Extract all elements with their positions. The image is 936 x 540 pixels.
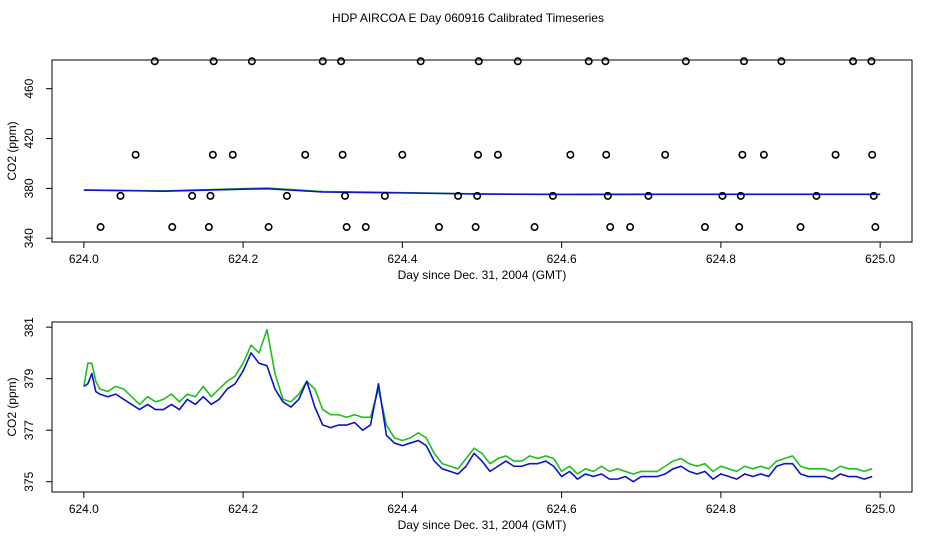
x-tick-label: 624.8 (706, 502, 736, 516)
y-tick-label: 340 (22, 228, 36, 248)
data-point (228, 150, 237, 159)
plot-area (83, 328, 873, 483)
data-point (812, 191, 821, 200)
data-point (871, 223, 880, 232)
data-point (247, 57, 256, 66)
x-tick-label: 624.4 (387, 252, 417, 266)
data-point (867, 57, 876, 66)
x-tick-label: 624.8 (706, 252, 736, 266)
data-point (606, 223, 615, 232)
y-tick-label: 379 (22, 368, 36, 388)
data-point (602, 150, 611, 159)
data-point (342, 223, 351, 232)
data-point (869, 191, 878, 200)
plot-frame (51, 59, 913, 243)
x-tick-label: 624.6 (547, 252, 577, 266)
data-point (644, 191, 653, 200)
series-line-green (83, 328, 873, 475)
y-axis-title: CO2 (ppm) (5, 377, 19, 436)
x-tick-label: 624.2 (228, 252, 258, 266)
data-point (735, 223, 744, 232)
x-tick-label: 624.0 (69, 252, 99, 266)
data-point (831, 150, 840, 159)
data-point (131, 150, 140, 159)
data-point (739, 57, 748, 66)
data-point (318, 57, 327, 66)
data-point (473, 191, 482, 200)
y-axis-title: CO2 (ppm) (5, 121, 19, 180)
data-point (566, 150, 575, 159)
x-axis-title: Day since Dec. 31, 2004 (GMT) (398, 268, 567, 282)
data-point (337, 57, 346, 66)
data-point (264, 223, 273, 232)
bottom-panel: 624.0 624.2 624.4 624.6 624.8 625.0 375 377 379 3… (5, 317, 913, 532)
y-tick-label: 377 (22, 420, 36, 440)
plot-frame (51, 321, 913, 493)
data-point (341, 191, 350, 200)
data-point (301, 150, 310, 159)
data-point (759, 150, 768, 159)
x-axis-title: Day since Dec. 31, 2004 (GMT) (398, 518, 567, 532)
top-panel: 624.0 624.2 624.4 624.6 624.8 625.0 340 380 420 4… (5, 57, 913, 282)
data-point (474, 57, 483, 66)
data-point (204, 223, 213, 232)
data-point (361, 223, 370, 232)
data-point (206, 191, 215, 200)
data-point (416, 57, 425, 66)
data-point (868, 150, 877, 159)
data-point (661, 150, 670, 159)
x-tick-label: 624.6 (547, 502, 577, 516)
data-point (777, 57, 786, 66)
data-point (188, 191, 197, 200)
x-tick-label: 625.0 (865, 502, 895, 516)
data-point (700, 223, 709, 232)
data-point (530, 223, 539, 232)
data-point (168, 223, 177, 232)
data-point (548, 191, 557, 200)
y-tick-label: 380 (22, 178, 36, 198)
series-line-blue (83, 187, 881, 196)
data-point (493, 150, 502, 159)
data-point (736, 191, 745, 200)
data-point (338, 150, 347, 159)
data-point (454, 191, 463, 200)
plot-area (83, 187, 881, 196)
data-point (471, 223, 480, 232)
data-point (796, 223, 805, 232)
data-point (681, 57, 690, 66)
data-point (116, 191, 125, 200)
data-point (282, 191, 291, 200)
x-tick-label: 624.2 (228, 502, 258, 516)
data-point (398, 150, 407, 159)
data-point (208, 150, 217, 159)
x-tick-label: 625.0 (865, 252, 895, 266)
data-point (718, 191, 727, 200)
data-point (209, 57, 218, 66)
data-point (380, 191, 389, 200)
data-point (626, 223, 635, 232)
data-point (150, 57, 159, 66)
data-point (601, 57, 610, 66)
data-point (434, 223, 443, 232)
chart-title: HDP AIRCOA E Day 060916 Calibrated Times… (332, 11, 604, 25)
data-point (513, 57, 522, 66)
data-point (474, 150, 483, 159)
data-point (849, 57, 858, 66)
data-point (603, 191, 612, 200)
series-line-blue (83, 352, 873, 483)
x-tick-label: 624.0 (69, 502, 99, 516)
data-point (96, 223, 105, 232)
data-point (738, 150, 747, 159)
y-tick-label: 420 (22, 128, 36, 148)
y-tick-label: 460 (22, 78, 36, 98)
y-tick-label: 381 (22, 317, 36, 337)
y-tick-label: 375 (22, 471, 36, 491)
data-point (584, 57, 593, 66)
series-line-green (83, 187, 881, 196)
x-tick-label: 624.4 (387, 502, 417, 516)
